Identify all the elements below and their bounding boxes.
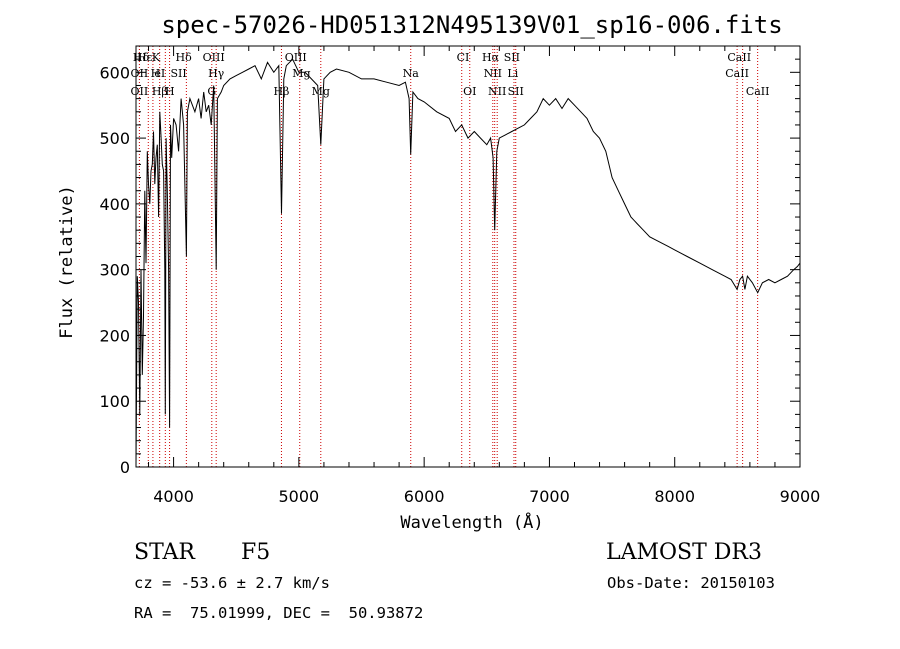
x-tick-label: 6000: [404, 487, 445, 506]
spectral-subclass: F5: [241, 540, 271, 565]
survey-name: LAMOST DR3: [606, 540, 762, 565]
marker-lines: [138, 46, 759, 467]
marker-label: SII: [508, 85, 524, 98]
marker-label: Hδ: [133, 51, 150, 64]
marker-label: CaII: [725, 67, 749, 80]
y-tick-label: 0: [120, 458, 130, 477]
marker-label: K: [152, 51, 161, 64]
axis-ticks: 4000 5000 6000 7000 8000 9000 0 100 200 300 400 500…: [99, 45, 821, 506]
marker-label: eI: [154, 67, 165, 80]
marker-label: H: [151, 67, 161, 80]
spectrum-series-line: [135, 58, 801, 468]
object-type: STAR: [134, 540, 195, 565]
marker-label: OI: [463, 85, 476, 98]
ra-dec-coordinates: RA = 75.01999, DEC = 50.93872: [134, 604, 424, 622]
chart-title: spec-57026-HD051312N495139V01_sp16-006.f…: [161, 11, 782, 39]
marker-label: OIII: [203, 51, 225, 64]
marker-label: Mg: [292, 67, 310, 80]
y-tick-label: 500: [99, 129, 130, 148]
marker-label: Hβ: [273, 85, 289, 98]
marker-label: SII: [170, 67, 186, 80]
marker-label: Hβ: [152, 85, 168, 98]
marker-label: SII: [504, 51, 520, 64]
y-axis-label: Flux (relative): [57, 185, 77, 339]
marker-label: Hγ: [208, 67, 225, 80]
redshift-cz: cz = -53.6 ± 2.7 km/s: [134, 574, 330, 592]
marker-label: Hδ: [175, 51, 192, 64]
marker-label: OII: [131, 85, 149, 98]
plot-frame: [135, 45, 801, 468]
x-tick-label: 9000: [780, 487, 821, 506]
marker-label: Mg: [312, 85, 330, 98]
observation-date: Obs-Date: 20150103: [607, 574, 775, 592]
marker-label: NII: [484, 67, 502, 80]
marker-label: H: [165, 85, 175, 98]
marker-label: CaII: [727, 51, 751, 64]
marker-label: Na: [403, 67, 420, 80]
marker-label: Li: [507, 67, 518, 80]
y-tick-label: 200: [99, 326, 130, 345]
marker-label: OII: [131, 67, 149, 80]
marker-label: CI: [457, 51, 470, 64]
marker-label: NII: [488, 85, 506, 98]
x-tick-label: 7000: [529, 487, 570, 506]
y-tick-label: 400: [99, 195, 130, 214]
y-tick-label: 600: [99, 63, 130, 82]
marker-label: CaII: [746, 85, 770, 98]
x-tick-label: 5000: [279, 487, 320, 506]
x-tick-label: 4000: [153, 487, 194, 506]
marker-label: G: [207, 85, 216, 98]
y-tick-label: 100: [99, 392, 130, 411]
marker-label: Hε: [137, 51, 153, 64]
marker-label: OIII: [285, 51, 307, 64]
x-tick-label: 8000: [654, 487, 695, 506]
x-axis-label: Wavelength (Å): [400, 511, 543, 533]
marker-label: Hα: [482, 51, 500, 64]
y-tick-label: 300: [99, 261, 130, 280]
